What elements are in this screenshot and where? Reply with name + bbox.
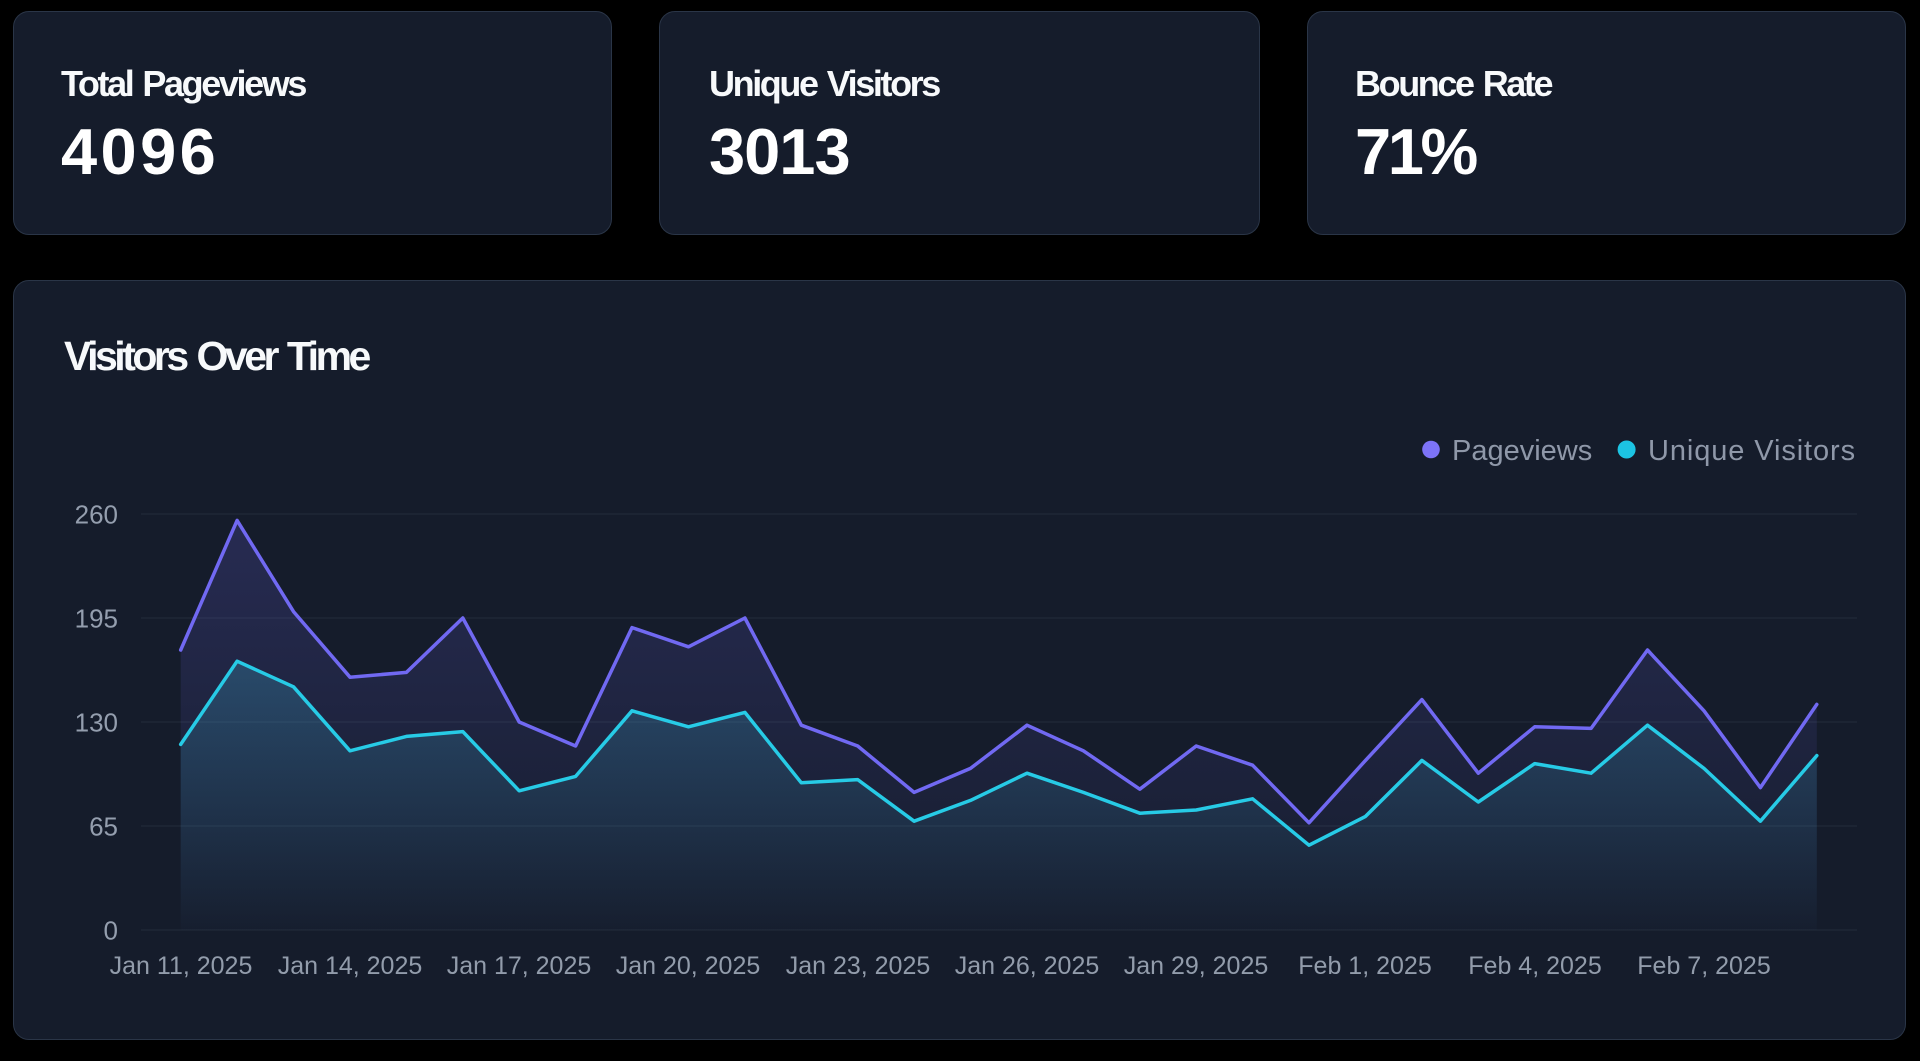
svg-text:65: 65 xyxy=(89,812,118,842)
svg-text:Jan 29, 2025: Jan 29, 2025 xyxy=(1124,952,1269,980)
svg-text:Jan 17, 2025: Jan 17, 2025 xyxy=(447,952,592,980)
svg-text:Jan 11, 2025: Jan 11, 2025 xyxy=(110,952,253,980)
svg-text:260: 260 xyxy=(75,500,118,530)
svg-text:Jan 23, 2025: Jan 23, 2025 xyxy=(786,952,931,980)
svg-text:Jan 14, 2025: Jan 14, 2025 xyxy=(278,952,423,980)
svg-text:Feb 1, 2025: Feb 1, 2025 xyxy=(1298,952,1431,980)
svg-text:Jan 26, 2025: Jan 26, 2025 xyxy=(955,952,1100,980)
svg-text:130: 130 xyxy=(75,708,118,738)
svg-text:Feb 4, 2025: Feb 4, 2025 xyxy=(1468,952,1601,980)
svg-text:Pageviews: Pageviews xyxy=(1452,435,1592,467)
svg-text:Feb 7, 2025: Feb 7, 2025 xyxy=(1637,952,1770,980)
svg-text:195: 195 xyxy=(75,604,118,634)
svg-text:Jan 20, 2025: Jan 20, 2025 xyxy=(616,952,761,980)
svg-text:0: 0 xyxy=(104,916,118,946)
svg-text:Unique Visitors: Unique Visitors xyxy=(1648,435,1856,467)
